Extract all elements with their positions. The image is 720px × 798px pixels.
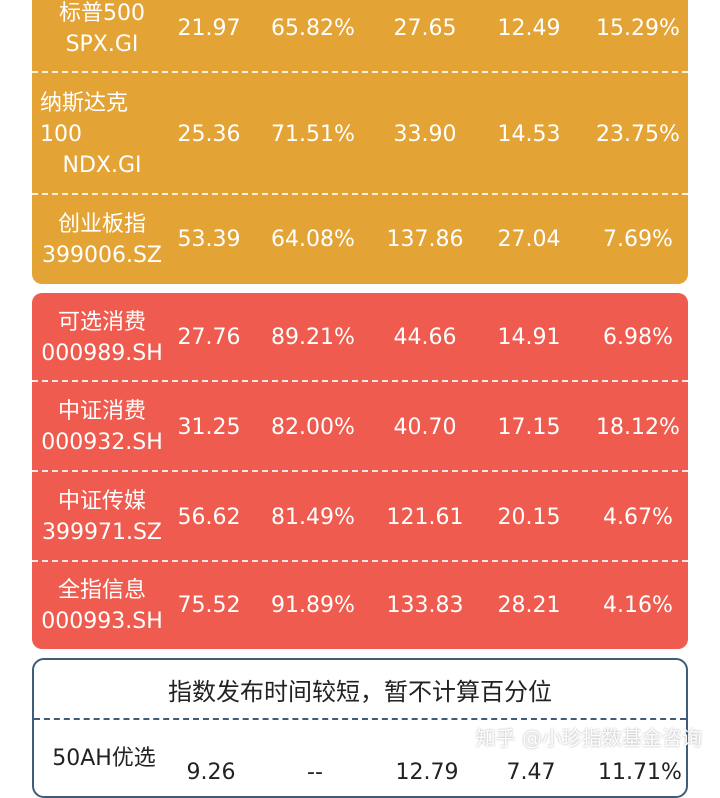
index-name-cell: 全指信息 000993.SH [32, 575, 172, 637]
index-name-cont: 100 [40, 121, 82, 147]
value-cell: 17.15 [497, 414, 561, 440]
index-name: 创业板指 [57, 211, 146, 237]
value-cell: 12.79 [395, 759, 459, 785]
value-cell: 27.76 [177, 325, 241, 350]
group-note: 指数发布时间较短，暂不计算百分位 [34, 660, 686, 720]
table-row: 纳斯达克 100 NDX.GI 25.36 71.51% 33.90 14.53… [32, 73, 688, 195]
value-cell: 44.66 [393, 325, 457, 350]
index-name: 纳斯达克 [40, 90, 129, 116]
zhihu-watermark: 知乎 @小珍指数基金咨询 [476, 722, 702, 751]
index-code: 000989.SH [41, 340, 163, 366]
index-code: 399006.SZ [41, 242, 162, 268]
index-code: NDX.GI [62, 152, 142, 178]
index-name-cell: 中证传媒 399971.SZ [32, 486, 172, 548]
value-cell: 56.62 [177, 504, 241, 530]
value-cell: 133.83 [386, 593, 464, 618]
value-cell: 31.25 [177, 414, 241, 440]
watermark-text: 知乎 @小珍指数基金咨询 [475, 726, 702, 750]
table-row: 可选消费 000989.SH 27.76 89.21% 44.66 14.91 … [32, 293, 688, 382]
value-cell: 27.65 [393, 16, 457, 41]
value-cell: 14.91 [497, 325, 561, 350]
index-code: 399971.SZ [41, 520, 162, 545]
percentile-cell: 64.08% [271, 227, 355, 252]
index-name: 中证消费 [57, 399, 146, 424]
index-name-cell: 50AH优选 [34, 741, 174, 774]
yield-cell: 4.16% [603, 593, 673, 618]
value-cell: 14.53 [497, 121, 561, 147]
index-name: 中证传媒 [57, 489, 146, 514]
table-row: 中证消费 000932.SH 31.25 82.00% 40.70 17.15 … [32, 382, 688, 472]
yield-cell: 6.98% [603, 325, 673, 350]
table-row: 中证传媒 399971.SZ 56.62 81.49% 121.61 20.15… [32, 472, 688, 562]
value-cell: 53.39 [177, 227, 241, 252]
percentile-cell: 89.21% [271, 325, 355, 350]
percentile-cell: 91.89% [271, 593, 355, 618]
value-cell: 12.49 [497, 16, 561, 41]
index-name-cell: 可选消费 000989.SH [32, 307, 172, 369]
percentile-cell: 81.49% [271, 504, 355, 530]
value-cell: 21.97 [177, 16, 241, 41]
index-name: 标普500 [59, 0, 145, 26]
percentile-cell: -- [307, 759, 323, 785]
value-cell: 137.86 [386, 227, 464, 252]
table-row: 创业板指 399006.SZ 53.39 64.08% 137.86 27.04… [32, 195, 688, 284]
yield-cell: 15.29% [596, 16, 680, 41]
value-cell: 75.52 [177, 593, 241, 618]
yield-cell: 4.67% [603, 504, 673, 530]
value-cell: 27.04 [497, 227, 561, 252]
red-index-group: 可选消费 000989.SH 27.76 89.21% 44.66 14.91 … [32, 293, 688, 649]
value-cell: 33.90 [393, 121, 457, 147]
orange-index-group: 标普500 SPX.GI 21.97 65.82% 27.65 12.49 15… [32, 0, 688, 284]
yield-cell: 18.12% [596, 414, 680, 440]
table-row: 全指信息 000993.SH 75.52 91.89% 133.83 28.21… [32, 562, 688, 649]
value-cell: 121.61 [386, 504, 464, 530]
index-name: 50AH优选 [52, 745, 156, 771]
value-cell: 40.70 [393, 414, 457, 440]
yield-cell: 7.69% [603, 227, 673, 252]
value-cell: 28.21 [497, 593, 561, 618]
index-name: 可选消费 [57, 309, 146, 335]
index-name-cell: 纳斯达克 100 NDX.GI [32, 88, 172, 181]
value-cell: 9.26 [186, 759, 236, 785]
percentile-cell: 82.00% [271, 414, 355, 440]
index-name: 全指信息 [57, 577, 146, 603]
index-name-cell: 创业板指 399006.SZ [32, 209, 172, 271]
percentile-cell: 71.51% [271, 121, 355, 147]
index-code: SPX.GI [65, 31, 139, 57]
yield-cell: 23.75% [596, 121, 680, 147]
value-cell: 25.36 [177, 121, 241, 147]
index-code: 000932.SH [41, 430, 163, 455]
percentile-cell: 65.82% [271, 16, 355, 41]
index-name-cell: 中证消费 000932.SH [32, 396, 172, 458]
value-cell: 20.15 [497, 504, 561, 530]
index-code: 000993.SH [41, 608, 163, 634]
index-name-cell: 标普500 SPX.GI [32, 0, 172, 60]
table-row: 标普500 SPX.GI 21.97 65.82% 27.65 12.49 15… [32, 0, 688, 73]
